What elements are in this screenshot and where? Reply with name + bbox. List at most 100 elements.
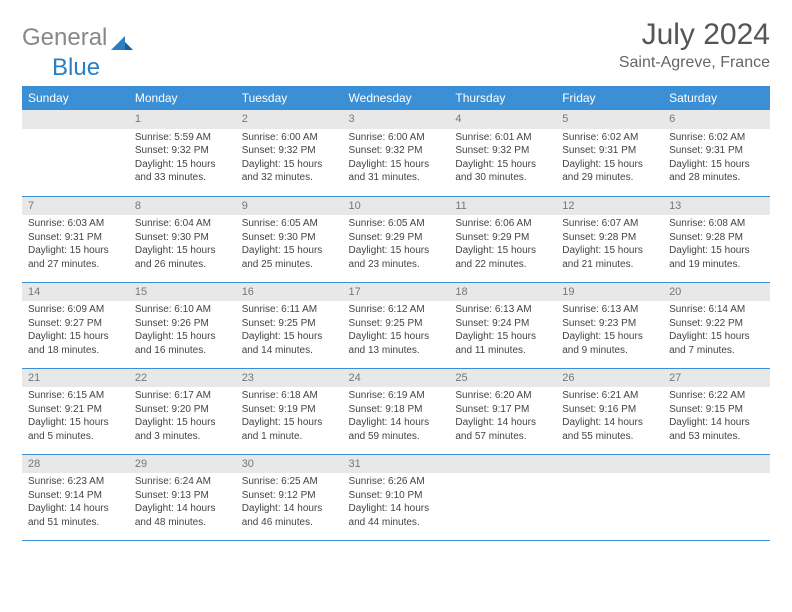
calendar-cell bbox=[663, 454, 770, 540]
day-details: Sunrise: 6:01 AMSunset: 9:32 PMDaylight:… bbox=[449, 129, 556, 189]
sunrise-line: Sunrise: 6:10 AM bbox=[135, 303, 230, 317]
calendar-week-row: 1Sunrise: 5:59 AMSunset: 9:32 PMDaylight… bbox=[22, 110, 770, 196]
daylight-line: Daylight: 15 hours and 14 minutes. bbox=[242, 330, 337, 357]
daylight-line: Daylight: 14 hours and 48 minutes. bbox=[135, 502, 230, 529]
daylight-line: Daylight: 15 hours and 22 minutes. bbox=[455, 244, 550, 271]
calendar-cell: 9Sunrise: 6:05 AMSunset: 9:30 PMDaylight… bbox=[236, 196, 343, 282]
calendar-cell: 8Sunrise: 6:04 AMSunset: 9:30 PMDaylight… bbox=[129, 196, 236, 282]
calendar-cell: 18Sunrise: 6:13 AMSunset: 9:24 PMDayligh… bbox=[449, 282, 556, 368]
day-details bbox=[663, 473, 770, 479]
sunrise-line: Sunrise: 6:22 AM bbox=[669, 389, 764, 403]
day-details: Sunrise: 6:03 AMSunset: 9:31 PMDaylight:… bbox=[22, 215, 129, 275]
day-details: Sunrise: 6:12 AMSunset: 9:25 PMDaylight:… bbox=[343, 301, 450, 361]
daylight-line: Daylight: 14 hours and 57 minutes. bbox=[455, 416, 550, 443]
day-details: Sunrise: 6:02 AMSunset: 9:31 PMDaylight:… bbox=[663, 129, 770, 189]
calendar-week-row: 14Sunrise: 6:09 AMSunset: 9:27 PMDayligh… bbox=[22, 282, 770, 368]
sunrise-line: Sunrise: 6:14 AM bbox=[669, 303, 764, 317]
calendar-cell: 21Sunrise: 6:15 AMSunset: 9:21 PMDayligh… bbox=[22, 368, 129, 454]
day-header: Thursday bbox=[449, 86, 556, 110]
day-details: Sunrise: 6:07 AMSunset: 9:28 PMDaylight:… bbox=[556, 215, 663, 275]
daylight-line: Daylight: 14 hours and 55 minutes. bbox=[562, 416, 657, 443]
calendar-week-row: 21Sunrise: 6:15 AMSunset: 9:21 PMDayligh… bbox=[22, 368, 770, 454]
daylight-line: Daylight: 15 hours and 32 minutes. bbox=[242, 158, 337, 185]
sunset-line: Sunset: 9:31 PM bbox=[669, 144, 764, 158]
sunset-line: Sunset: 9:28 PM bbox=[669, 231, 764, 245]
sunset-line: Sunset: 9:31 PM bbox=[28, 231, 123, 245]
daylight-line: Daylight: 15 hours and 5 minutes. bbox=[28, 416, 123, 443]
calendar-cell: 1Sunrise: 5:59 AMSunset: 9:32 PMDaylight… bbox=[129, 110, 236, 196]
day-details: Sunrise: 6:09 AMSunset: 9:27 PMDaylight:… bbox=[22, 301, 129, 361]
day-number: 4 bbox=[449, 110, 556, 129]
daylight-line: Daylight: 15 hours and 33 minutes. bbox=[135, 158, 230, 185]
sunrise-line: Sunrise: 6:13 AM bbox=[455, 303, 550, 317]
sunset-line: Sunset: 9:27 PM bbox=[28, 317, 123, 331]
day-number bbox=[556, 455, 663, 474]
sunrise-line: Sunrise: 6:23 AM bbox=[28, 475, 123, 489]
day-details: Sunrise: 6:10 AMSunset: 9:26 PMDaylight:… bbox=[129, 301, 236, 361]
day-number: 25 bbox=[449, 369, 556, 388]
sunrise-line: Sunrise: 6:00 AM bbox=[349, 131, 444, 145]
day-details: Sunrise: 6:08 AMSunset: 9:28 PMDaylight:… bbox=[663, 215, 770, 275]
day-details: Sunrise: 6:20 AMSunset: 9:17 PMDaylight:… bbox=[449, 387, 556, 447]
sunrise-line: Sunrise: 6:01 AM bbox=[455, 131, 550, 145]
calendar-cell: 3Sunrise: 6:00 AMSunset: 9:32 PMDaylight… bbox=[343, 110, 450, 196]
daylight-line: Daylight: 14 hours and 44 minutes. bbox=[349, 502, 444, 529]
sunset-line: Sunset: 9:16 PM bbox=[562, 403, 657, 417]
sunrise-line: Sunrise: 6:05 AM bbox=[349, 217, 444, 231]
day-header: Tuesday bbox=[236, 86, 343, 110]
calendar-cell: 10Sunrise: 6:05 AMSunset: 9:29 PMDayligh… bbox=[343, 196, 450, 282]
sunset-line: Sunset: 9:32 PM bbox=[135, 144, 230, 158]
day-number: 24 bbox=[343, 369, 450, 388]
sunset-line: Sunset: 9:30 PM bbox=[242, 231, 337, 245]
brand-part2: Blue bbox=[52, 54, 792, 82]
sunrise-line: Sunrise: 6:11 AM bbox=[242, 303, 337, 317]
day-number: 3 bbox=[343, 110, 450, 129]
day-details: Sunrise: 6:13 AMSunset: 9:24 PMDaylight:… bbox=[449, 301, 556, 361]
sunset-line: Sunset: 9:29 PM bbox=[455, 231, 550, 245]
daylight-line: Daylight: 15 hours and 3 minutes. bbox=[135, 416, 230, 443]
sunset-line: Sunset: 9:31 PM bbox=[562, 144, 657, 158]
day-details: Sunrise: 6:19 AMSunset: 9:18 PMDaylight:… bbox=[343, 387, 450, 447]
sunset-line: Sunset: 9:21 PM bbox=[28, 403, 123, 417]
day-number: 26 bbox=[556, 369, 663, 388]
day-number: 6 bbox=[663, 110, 770, 129]
calendar-cell: 11Sunrise: 6:06 AMSunset: 9:29 PMDayligh… bbox=[449, 196, 556, 282]
sunrise-line: Sunrise: 6:07 AM bbox=[562, 217, 657, 231]
day-details: Sunrise: 6:17 AMSunset: 9:20 PMDaylight:… bbox=[129, 387, 236, 447]
day-details: Sunrise: 6:02 AMSunset: 9:31 PMDaylight:… bbox=[556, 129, 663, 189]
sunset-line: Sunset: 9:26 PM bbox=[135, 317, 230, 331]
calendar-cell: 16Sunrise: 6:11 AMSunset: 9:25 PMDayligh… bbox=[236, 282, 343, 368]
daylight-line: Daylight: 14 hours and 59 minutes. bbox=[349, 416, 444, 443]
brand-logo: General bbox=[22, 18, 135, 52]
day-number: 12 bbox=[556, 197, 663, 216]
sunset-line: Sunset: 9:30 PM bbox=[135, 231, 230, 245]
sunrise-line: Sunrise: 6:13 AM bbox=[562, 303, 657, 317]
calendar-cell: 5Sunrise: 6:02 AMSunset: 9:31 PMDaylight… bbox=[556, 110, 663, 196]
calendar-cell: 20Sunrise: 6:14 AMSunset: 9:22 PMDayligh… bbox=[663, 282, 770, 368]
day-details: Sunrise: 6:21 AMSunset: 9:16 PMDaylight:… bbox=[556, 387, 663, 447]
sunset-line: Sunset: 9:20 PM bbox=[135, 403, 230, 417]
sunrise-line: Sunrise: 6:12 AM bbox=[349, 303, 444, 317]
calendar-body: 1Sunrise: 5:59 AMSunset: 9:32 PMDaylight… bbox=[22, 110, 770, 540]
calendar-cell bbox=[556, 454, 663, 540]
calendar-cell: 19Sunrise: 6:13 AMSunset: 9:23 PMDayligh… bbox=[556, 282, 663, 368]
day-details bbox=[556, 473, 663, 479]
day-number: 2 bbox=[236, 110, 343, 129]
calendar-cell: 31Sunrise: 6:26 AMSunset: 9:10 PMDayligh… bbox=[343, 454, 450, 540]
calendar-cell: 14Sunrise: 6:09 AMSunset: 9:27 PMDayligh… bbox=[22, 282, 129, 368]
daylight-line: Daylight: 14 hours and 51 minutes. bbox=[28, 502, 123, 529]
sunset-line: Sunset: 9:14 PM bbox=[28, 489, 123, 503]
sunset-line: Sunset: 9:10 PM bbox=[349, 489, 444, 503]
calendar-cell: 15Sunrise: 6:10 AMSunset: 9:26 PMDayligh… bbox=[129, 282, 236, 368]
day-header: Monday bbox=[129, 86, 236, 110]
sunset-line: Sunset: 9:32 PM bbox=[242, 144, 337, 158]
month-title: July 2024 bbox=[619, 18, 770, 52]
sunset-line: Sunset: 9:29 PM bbox=[349, 231, 444, 245]
daylight-line: Daylight: 14 hours and 46 minutes. bbox=[242, 502, 337, 529]
sunrise-line: Sunrise: 6:25 AM bbox=[242, 475, 337, 489]
calendar-week-row: 7Sunrise: 6:03 AMSunset: 9:31 PMDaylight… bbox=[22, 196, 770, 282]
calendar-cell: 17Sunrise: 6:12 AMSunset: 9:25 PMDayligh… bbox=[343, 282, 450, 368]
sunrise-line: Sunrise: 6:24 AM bbox=[135, 475, 230, 489]
day-number bbox=[22, 110, 129, 129]
day-number bbox=[663, 455, 770, 474]
